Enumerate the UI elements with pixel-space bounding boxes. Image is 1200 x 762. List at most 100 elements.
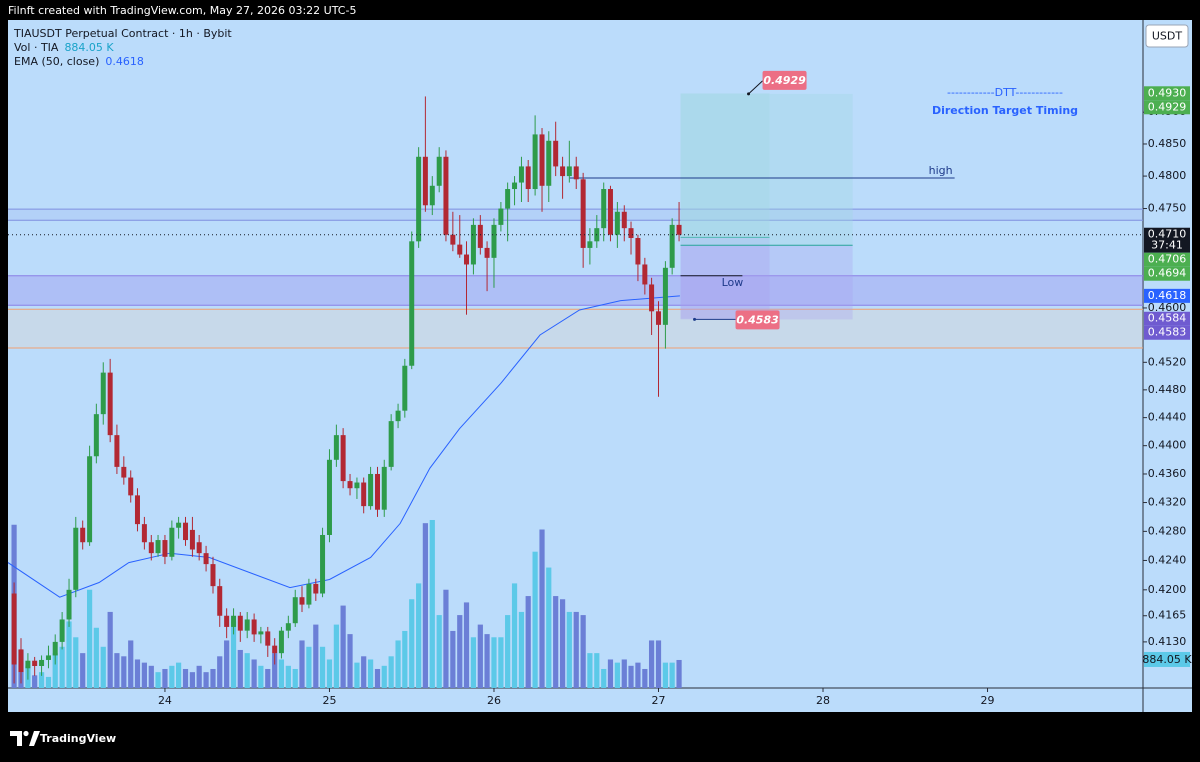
candle-body — [18, 649, 24, 673]
candle-body — [381, 466, 387, 510]
candle-body — [443, 156, 449, 235]
volume-bar — [265, 668, 271, 688]
volume-bar — [409, 599, 415, 688]
candle-body — [484, 247, 490, 258]
volume-bar — [628, 665, 634, 688]
candle-body — [491, 224, 497, 258]
candle-body — [93, 414, 99, 457]
volume-bar — [182, 668, 189, 688]
volume-bar — [66, 621, 72, 688]
candle-body — [80, 527, 86, 543]
y-tick-label: 0.4850 — [1148, 137, 1187, 150]
volume-bar — [484, 634, 490, 688]
volume-bar — [457, 615, 463, 688]
target-zone — [680, 93, 770, 238]
volume-bar — [189, 672, 196, 688]
candle-body — [498, 208, 504, 225]
y-tick-label: 0.4320 — [1148, 496, 1187, 509]
candle-body — [45, 655, 51, 660]
volume-bar — [367, 659, 374, 688]
zone — [8, 209, 1143, 221]
volume-tag-label: 884.05 K — [1142, 653, 1192, 666]
candle-body — [416, 156, 422, 242]
candle-body — [505, 189, 511, 209]
volume-bar — [532, 551, 538, 688]
candle-body — [402, 365, 408, 411]
candle-body — [306, 583, 312, 605]
volume-bar — [278, 659, 285, 688]
candle-body — [464, 254, 470, 265]
volume-bar — [319, 646, 326, 688]
candle-body — [320, 534, 326, 594]
x-tick-label: 29 — [981, 694, 995, 707]
price-tag — [1144, 100, 1190, 115]
volume-bar — [196, 665, 202, 688]
volume-bar — [676, 659, 682, 688]
volume-bar — [347, 634, 353, 688]
candle-body — [189, 529, 195, 550]
x-tick-label: 25 — [322, 694, 336, 707]
candle-body — [210, 564, 216, 587]
currency-label[interactable]: USDT — [1152, 30, 1183, 43]
candle-body — [196, 542, 202, 554]
logo-dot — [23, 730, 29, 737]
volume-bar — [443, 589, 449, 688]
callout-label: 0.4583 — [736, 313, 779, 326]
candle-body — [134, 495, 140, 525]
candle-body — [313, 583, 319, 594]
x-tick-label: 26 — [487, 694, 501, 707]
candle-body — [114, 435, 120, 467]
candle-body — [25, 660, 31, 669]
callout-connector — [748, 80, 763, 95]
candle-body — [361, 482, 367, 507]
volume-bar — [395, 640, 401, 688]
volume-bar — [292, 668, 298, 688]
volume-bar — [306, 646, 312, 688]
volume-bar — [470, 637, 477, 688]
volume-bar — [566, 611, 572, 688]
volume-bar — [340, 605, 346, 688]
candle-body — [395, 410, 401, 422]
candle-body — [231, 615, 237, 627]
volume-bar — [176, 662, 182, 688]
countdown: 37:41 — [1151, 239, 1183, 252]
volume-bar — [587, 653, 593, 688]
callout-anchor — [747, 92, 751, 96]
volume-bar — [580, 615, 586, 688]
x-tick-label: 27 — [651, 694, 665, 707]
volume-bar — [354, 662, 360, 688]
volume-bar — [169, 665, 175, 688]
volume-bar — [635, 662, 641, 688]
candle-body — [155, 540, 161, 554]
volume-bar — [518, 611, 525, 688]
candle-body — [183, 522, 189, 541]
currency-button[interactable] — [1145, 24, 1189, 48]
candle-body — [162, 540, 168, 557]
volume-bar — [45, 676, 52, 688]
volume-legend-name: Vol · TIA — [14, 41, 59, 54]
price-tag — [1144, 252, 1190, 267]
candle-body — [635, 238, 641, 265]
candle-body — [388, 421, 394, 467]
volume-bar — [539, 529, 545, 688]
volume-legend-value: 884.05 K — [64, 41, 114, 54]
candle-body — [546, 140, 552, 186]
price-tag — [1144, 288, 1190, 303]
y-tick-label: 0.4360 — [1148, 467, 1187, 480]
candle-body — [73, 527, 79, 590]
candle-body — [107, 372, 113, 436]
stop-zone — [680, 237, 770, 319]
volume-bar — [436, 615, 442, 688]
candle-body — [422, 156, 428, 206]
candle-body — [429, 185, 435, 206]
price-tag-label: 0.4583 — [1148, 326, 1187, 339]
candle-body — [272, 645, 278, 654]
price-tag-label: 0.4930 — [1148, 86, 1187, 99]
volume-bar — [511, 583, 518, 688]
volume-bar — [299, 640, 305, 688]
volume-bar — [607, 659, 614, 688]
candle-body — [525, 166, 531, 190]
volume-bar — [621, 659, 627, 688]
brand-name: TradingView — [40, 732, 116, 745]
